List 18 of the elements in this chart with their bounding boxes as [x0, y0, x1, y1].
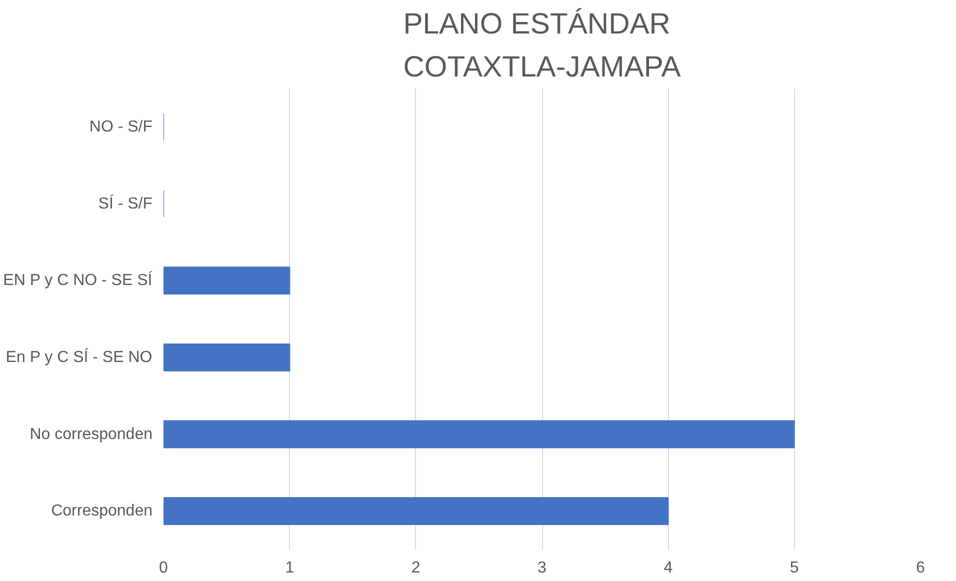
x-tick-label: 0 — [159, 560, 168, 576]
x-tick-label: 6 — [916, 560, 926, 576]
bar — [164, 420, 795, 448]
x-tick-label: 3 — [538, 560, 547, 576]
bar — [164, 266, 290, 295]
x-tick-label: 5 — [790, 560, 799, 576]
chart-title: PLANO ESTÁNDAR COTAXTLA-JAMAPA — [403, 8, 682, 84]
y-tick-label: EN P y C NO - SE SÍ — [3, 271, 153, 290]
x-tick-label: 4 — [664, 560, 673, 576]
y-tick-label: Corresponden — [51, 502, 153, 520]
bar — [164, 343, 290, 372]
y-tick-label: NO - S/F — [89, 118, 153, 136]
x-tick-label: 2 — [411, 560, 420, 576]
y-tick-label: No corresponden — [30, 426, 153, 443]
bar — [164, 497, 669, 526]
y-tick-label: SÍ - S/F — [98, 194, 153, 212]
y-tick-label: En P y C SÍ - SE NO — [6, 348, 152, 366]
x-tick-label: 1 — [285, 560, 294, 576]
